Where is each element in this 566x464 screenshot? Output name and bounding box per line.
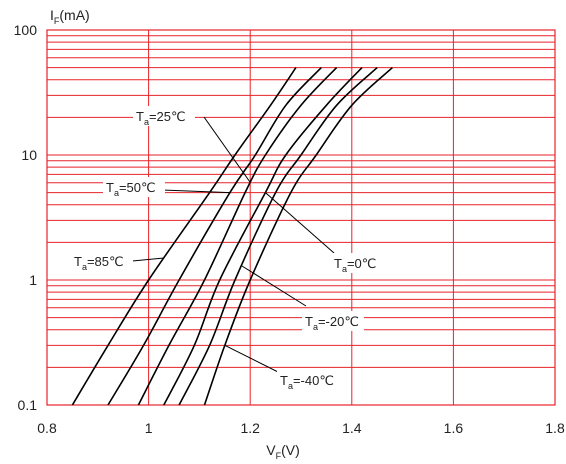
y-axis-label-unit: (mA) — [59, 7, 89, 23]
curve-label-leader — [224, 344, 287, 377]
curve-label: Ta=0℃ — [334, 256, 376, 274]
curve-label-leader — [241, 265, 307, 307]
curve-label-background — [103, 177, 165, 197]
series-line — [107, 67, 322, 406]
series-line — [178, 67, 378, 406]
curve-label: Ta=85℃ — [74, 254, 124, 272]
curve-label: Ta=-40℃ — [280, 373, 334, 391]
series-line — [137, 67, 338, 406]
plot-border — [46, 29, 556, 406]
curve-label-background — [277, 370, 339, 390]
series-line — [163, 67, 363, 406]
x-axis-label-unit: (V) — [281, 442, 300, 458]
curve-label-background — [302, 311, 364, 331]
tick-labels: 0.8 1 1.2 1.4 1.6 1.8 0.1 1 10 100 — [14, 22, 565, 436]
x-axis-label: VF(V) — [266, 442, 300, 461]
x-tick-label: 0.8 — [37, 420, 57, 436]
y-tick-label: 10 — [21, 147, 37, 163]
y-tick-label: 1 — [29, 272, 37, 288]
curve-label-background — [133, 106, 195, 126]
curve-label-background — [71, 251, 133, 271]
x-tick-label: 1 — [145, 420, 153, 436]
plot-frame — [46, 29, 556, 406]
y-axis-label-main: I — [50, 7, 54, 23]
x-tick-label: 1.2 — [240, 420, 260, 436]
curve-label: Ta=50℃ — [106, 180, 156, 198]
y-axis-label-sub: F — [54, 16, 60, 26]
curve-label-leader — [265, 192, 335, 254]
curves — [71, 67, 393, 406]
x-axis-label-main: V — [266, 442, 276, 458]
x-tick-label: 1.4 — [342, 420, 362, 436]
y-tick-label: 100 — [14, 22, 38, 38]
curve-label: Ta=-20℃ — [305, 314, 359, 332]
curve-labels: Ta=85℃ Ta=50℃ Ta=25℃ Ta=0℃ Ta=-20℃ Ta=-40℃ — [71, 106, 393, 391]
grid — [47, 30, 555, 405]
y-axis-label: IF(mA) — [50, 7, 90, 26]
series-line — [71, 67, 297, 406]
curve-label-background — [331, 253, 393, 273]
curve-label: Ta=25℃ — [136, 109, 186, 127]
x-axis-label-sub: F — [276, 451, 282, 461]
series-line — [203, 67, 393, 406]
x-tick-label: 1.6 — [444, 420, 464, 436]
curve-label-leader — [161, 189, 230, 194]
curve-label-leader — [203, 116, 251, 184]
x-tick-label: 1.8 — [545, 420, 565, 436]
y-tick-label: 0.1 — [18, 397, 38, 413]
